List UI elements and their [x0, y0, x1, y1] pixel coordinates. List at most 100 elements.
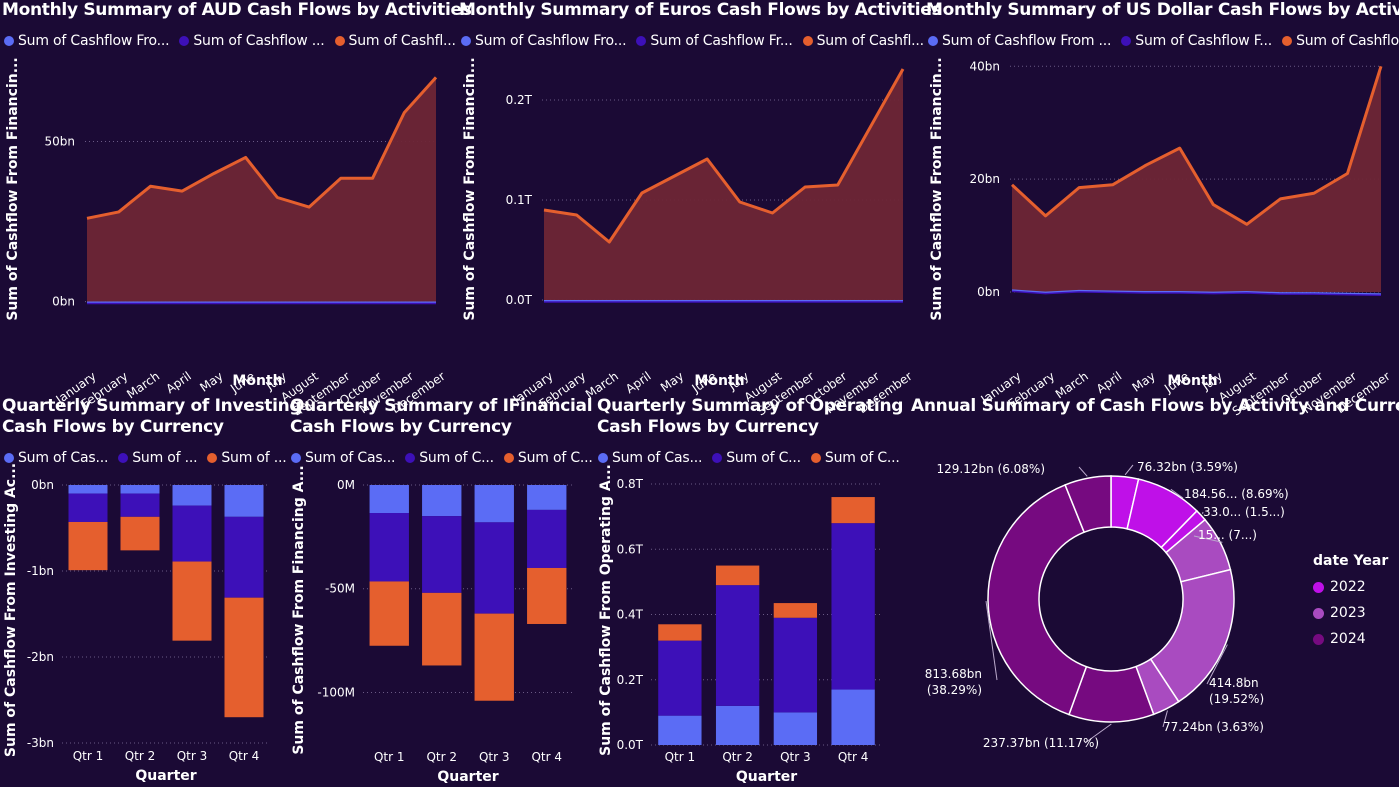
usd-xtick-label: April	[1094, 369, 1125, 396]
usd-legend-item-3[interactable]: Sum of Cashflo...	[1282, 33, 1399, 49]
inv-legend-item-1[interactable]: Sum of Cas...	[4, 450, 108, 466]
donut-leader-4	[1193, 535, 1223, 543]
donut-label-5-line-1: 414.8bn	[1209, 676, 1259, 690]
eur-legend-item-2[interactable]: Sum of Cashflow Fr...	[636, 33, 793, 49]
inv-bar-q3-s2	[172, 505, 212, 562]
eur-xtick-label: May	[658, 369, 686, 395]
fin-ytick-label: -50M	[325, 582, 355, 596]
ops-ytick-label: 0.8T	[617, 477, 644, 491]
fin-title-line-2: Cash Flows by Currency	[290, 417, 512, 437]
eur-legend-item-3[interactable]: Sum of Cashfl...	[802, 33, 924, 49]
usd-legend-item-2[interactable]: Sum of Cashflow F...	[1121, 33, 1272, 49]
aud-legend-item-3[interactable]: Sum of Cashfl...	[334, 33, 456, 49]
inv-ytick-label: 0bn	[31, 478, 54, 492]
year-legend-item-2024[interactable]: 2024	[1313, 631, 1388, 647]
inv-bar-q1-s2	[68, 493, 108, 522]
inv-bar-chart[interactable]: 0bn -1bn -2bn -3bn Qtr 1 Qtr 2 Qtr 3 Qtr 4 Quart…	[0, 463, 285, 787]
aud-legend-item-2[interactable]: Sum of Cashflow ...	[179, 33, 325, 49]
donut-label-6: 77.24bn (3.63%)	[1163, 720, 1264, 734]
ops-bar-q2-s2	[715, 585, 760, 706]
inv-bar-q4-s1	[224, 485, 264, 517]
fin-bar-q4-s2	[527, 509, 567, 568]
inv-ytick-label: -1bn	[27, 564, 54, 578]
fin-title-line-1: Quarterly Summary of IFinancial	[290, 396, 593, 416]
aud-title: Monthly Summary of AUD Cash Flows by Act…	[2, 0, 472, 20]
inv-x-axis-label: Quarter	[135, 768, 196, 784]
inv-xtick-label: Qtr 4	[229, 749, 260, 763]
usd-series-line-1	[1011, 289, 1382, 296]
eur-ytick-label: 0.1T	[506, 193, 533, 207]
fin-bar-chart[interactable]: 0M -50M -100M Qtr 1 Qtr 2 Qtr 3 Qtr 4 Quarter Su…	[288, 465, 593, 787]
aud-legend-item-1[interactable]: Sum of Cashflow Fro...	[4, 33, 170, 49]
fin-bar-q1-s2	[369, 513, 409, 582]
donut-label-9: 129.12bn (6.08%)	[936, 462, 1045, 476]
aud-ytick-label: 0bn	[52, 295, 75, 309]
fin-bar-q3-s2	[474, 522, 514, 614]
fin-legend-item-1[interactable]: Sum of Cas...	[291, 450, 395, 466]
ops-bar-chart[interactable]: 0.0T 0.2T 0.4T 0.6T 0.8T Qtr 1 Qtr 2 Qtr 3 Qtr 4…	[595, 464, 905, 787]
year-legend-item-2022[interactable]: 2022	[1313, 579, 1388, 595]
donut-label-2: 184.56... (8.69%)	[1184, 487, 1289, 501]
donut-leader-9	[1078, 466, 1088, 477]
inv-title-line-1: Quarterly Summary of Investing	[2, 396, 302, 416]
usd-series-line-3	[1010, 65, 1383, 226]
fin-ytick-label: -100M	[317, 685, 355, 699]
annual-title: Annual Summary of Cash Flows by Activity…	[911, 396, 1399, 416]
fin-bar-q2-s1	[422, 485, 462, 517]
fin-x-axis-label: Quarter	[437, 769, 498, 785]
eur-area-fill	[544, 69, 903, 300]
eur-x-axis-label: Month	[694, 373, 744, 389]
annual-donut-chart[interactable]: 76.32bn (3.59%) 184.56... (8.69%) 33.0... …	[905, 440, 1310, 780]
inv-legend-item-3[interactable]: Sum of ...	[207, 450, 287, 466]
inv-title-line-2: Cash Flows by Currency	[2, 417, 224, 437]
ops-legend-item-3[interactable]: Sum of C...	[810, 450, 900, 466]
donut-label-3: 33.0... (1.5...)	[1203, 505, 1285, 519]
fin-bar-q3-s3	[474, 613, 514, 701]
usd-ytick-label: 0bn	[977, 285, 1000, 299]
inv-bar-q4-s3	[224, 597, 264, 718]
ops-legend-item-2[interactable]: Sum of C...	[712, 450, 801, 466]
donut-slice-8	[987, 483, 1088, 716]
donut-leader-7	[1084, 723, 1112, 744]
ops-title-line-1: Quarterly Summary of Operating	[597, 396, 904, 416]
ops-bar-q2-s3	[715, 565, 760, 586]
usd-ytick-label: 20bn	[970, 172, 1001, 186]
inv-legend-item-2[interactable]: Sum of ...	[118, 450, 198, 466]
year-legend-item-2023[interactable]: 2023	[1313, 605, 1388, 621]
usd-legend-item-1[interactable]: Sum of Cashflow From ...	[928, 33, 1111, 49]
ops-xtick-label: Qtr 2	[722, 750, 753, 764]
inv-bar-q2-s2	[120, 493, 160, 517]
fin-bar-q4-s3	[527, 567, 567, 624]
inv-bar-q2-s1	[120, 485, 160, 494]
ops-xtick-label: Qtr 4	[838, 750, 869, 764]
eur-ytick-label: 0.2T	[506, 93, 533, 107]
fin-xtick-label: Qtr 2	[426, 750, 457, 764]
donut-label-5-line-2: (19.52%)	[1209, 692, 1264, 706]
donut-leader-1	[1124, 464, 1134, 476]
fin-legend-item-3[interactable]: Sum of C...	[503, 450, 593, 466]
donut-label-8-line-2: (38.29%)	[927, 683, 982, 697]
eur-title: Monthly Summary of Euros Cash Flows by A…	[459, 0, 942, 20]
ops-bar-q3-s2	[773, 617, 818, 713]
fin-legend: Sum of Cas... Sum of C... Sum of C...	[291, 450, 593, 466]
ops-xtick-label: Qtr 1	[665, 750, 696, 764]
ops-bar-q3-s1	[773, 712, 818, 745]
ops-ytick-label: 0.2T	[617, 673, 644, 687]
eur-series-line-3	[543, 68, 905, 244]
fin-bar-q3-s1	[474, 485, 514, 523]
eur-legend-item-1[interactable]: Sum of Cashflow Fro...	[461, 33, 627, 49]
donut-leader-2	[1170, 488, 1184, 499]
donut-leader-5	[1206, 644, 1228, 685]
usd-legend: Sum of Cashflow From ... Sum of Cashflow…	[928, 33, 1399, 49]
aud-series-line-3	[86, 76, 438, 220]
usd-xtick-label: May	[1130, 369, 1158, 395]
usd-x-axis-label: Month	[1167, 373, 1217, 389]
fin-legend-item-2[interactable]: Sum of C...	[405, 450, 494, 466]
aud-xtick-label: May	[197, 369, 225, 395]
ops-legend-item-1[interactable]: Sum of Cas...	[598, 450, 702, 466]
eur-xtick-label: April	[623, 369, 654, 396]
inv-ytick-label: -3bn	[27, 736, 54, 750]
